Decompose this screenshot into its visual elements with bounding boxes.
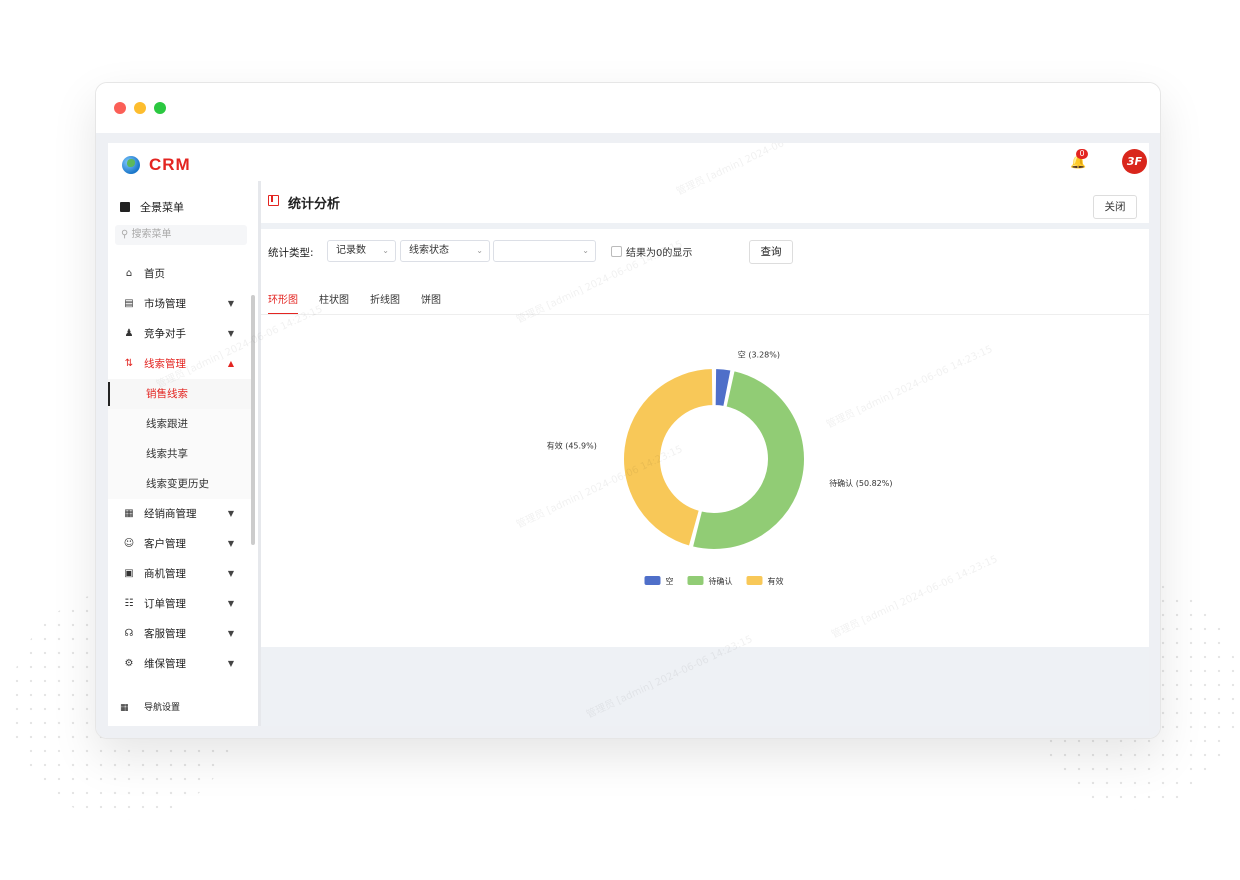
sidebar-item-opportunity[interactable]: ▣ 商机管理 ▼	[108, 559, 254, 589]
close-window-dot[interactable]	[114, 102, 126, 114]
sidebar-menu: ⌂ 首页 ▤ 市场管理 ▼ ♟ 竞争对手 ▼ ⇅ 线索管理 ▲	[108, 259, 254, 679]
sidebar-item-customer[interactable]: ☺ 客户管理 ▼	[108, 529, 254, 559]
order-icon: ☷	[124, 598, 134, 609]
sidebar-item-maintenance[interactable]: ⚙ 维保管理 ▼	[108, 649, 254, 679]
panel-icon	[268, 195, 279, 206]
sidebar-item-competitor[interactable]: ♟ 竞争对手 ▼	[108, 319, 254, 349]
sidebar-subitem-lead-followup[interactable]: 线索跟进	[108, 409, 254, 439]
user-compare-icon: ♟	[124, 328, 134, 339]
chevron-down-icon: ▼	[227, 659, 234, 668]
donut-slice[interactable]	[713, 367, 733, 408]
tab-bar[interactable]: 柱状图	[319, 295, 349, 306]
chevron-down-icon: ▼	[227, 329, 234, 338]
globe-logo-icon	[122, 156, 140, 174]
home-icon: ⌂	[125, 268, 133, 279]
sidebar-item-home[interactable]: ⌂ 首页	[108, 259, 254, 289]
page-title: 统计分析	[288, 197, 341, 212]
sidebar-item-market[interactable]: ▤ 市场管理 ▼	[108, 289, 254, 319]
metric-select[interactable]: 记录数 ⌄	[327, 240, 396, 262]
briefcase-icon: ▣	[124, 568, 134, 579]
tab-pie[interactable]: 饼图	[421, 295, 441, 306]
sidebar-item-leads[interactable]: ⇅ 线索管理 ▲	[108, 349, 254, 379]
chevron-down-icon: ⌄	[476, 246, 483, 255]
maximize-window-dot[interactable]	[154, 102, 166, 114]
sidebar-scrollbar[interactable]	[251, 295, 255, 545]
app-header: CRM 🔔 0 3F	[108, 143, 1149, 185]
sidebar-item-order[interactable]: ☷ 订单管理 ▼	[108, 589, 254, 619]
chevron-down-icon: ▼	[227, 539, 234, 548]
sidebar-subitem-sales-leads[interactable]: 销售线索	[108, 379, 254, 409]
close-button[interactable]: 关闭	[1093, 195, 1137, 219]
show-zero-label: 结果为0的显示	[626, 248, 693, 259]
chevron-down-icon: ▼	[227, 509, 234, 518]
sidebar-item-dealer[interactable]: ▦ 经销商管理 ▼	[108, 499, 254, 529]
chevron-down-icon: ⌄	[382, 246, 389, 255]
all-menu-button[interactable]: 全景菜单	[120, 199, 184, 215]
brand-logo: CRM	[149, 155, 191, 174]
query-button[interactable]: 查询	[749, 240, 793, 264]
lead-icon: ⇅	[124, 358, 134, 369]
crm-app: CRM 🔔 0 3F 全景菜单 ⚲ 搜索菜单 ⌂ 首页 ▤ 市场管理	[108, 143, 1149, 726]
sidebar-subitem-lead-share[interactable]: 线索共享	[108, 439, 254, 469]
chevron-down-icon: ▼	[227, 569, 234, 578]
slice-label: 有效 (45.9%)	[547, 441, 597, 451]
tab-line[interactable]: 折线图	[370, 295, 400, 306]
chevron-down-icon: ▼	[227, 629, 234, 638]
notification-badge: 0	[1076, 149, 1088, 159]
stat-type-label: 统计类型:	[268, 247, 314, 259]
donut-chart: 空 (3.28%) 待确认 (50.82%) 有效 (45.9%) 空 待确认 有效	[547, 350, 893, 586]
avatar[interactable]: 3F	[1122, 149, 1147, 174]
wrench-icon: ⚙	[124, 658, 134, 669]
chevron-down-icon: ⌄	[582, 246, 589, 255]
sidebar: 全景菜单 ⚲ 搜索菜单 ⌂ 首页 ▤ 市场管理 ▼ ♟ 竞争对手	[108, 185, 258, 726]
menu-grid-icon	[120, 202, 130, 212]
content-area: 统计分析 关闭 统计类型: 记录数 ⌄ 线索状态 ⌄ ⌄ 结果为0的显示	[258, 181, 1149, 726]
show-zero-checkbox[interactable]	[611, 246, 622, 257]
chevron-down-icon: ▼	[227, 299, 234, 308]
donut-slice[interactable]	[622, 367, 715, 548]
window-titlebar	[96, 83, 1160, 133]
legend-swatch[interactable]	[687, 576, 704, 585]
store-icon: ▤	[124, 298, 134, 309]
minimize-window-dot[interactable]	[134, 102, 146, 114]
sidebar-subitem-lead-history[interactable]: 线索变更历史	[108, 469, 254, 499]
nav-settings-button[interactable]: ▦ 导航设置	[120, 703, 181, 713]
sidebar-item-service[interactable]: ☊ 客服管理 ▼	[108, 619, 254, 649]
legend-label[interactable]: 空	[666, 576, 674, 586]
slice-label-line	[724, 355, 735, 367]
search-icon: ⚲	[121, 229, 129, 240]
panel-header: 统计分析 关闭	[261, 181, 1149, 223]
map-icon: ▦	[124, 508, 134, 519]
menu-search-input[interactable]: ⚲ 搜索菜单	[115, 225, 247, 245]
chevron-up-icon: ▲	[227, 359, 234, 368]
legend-label[interactable]: 待确认	[709, 576, 733, 586]
value-select[interactable]: ⌄	[493, 240, 596, 262]
browser-window: CRM 🔔 0 3F 全景菜单 ⚲ 搜索菜单 ⌂ 首页 ▤ 市场管理	[95, 82, 1161, 739]
slice-label-line	[805, 480, 827, 483]
donut-slice[interactable]	[690, 369, 806, 551]
grid-settings-icon: ▦	[120, 703, 129, 713]
tabs-divider	[261, 314, 1149, 315]
customer-icon: ☺	[123, 538, 135, 549]
legend-label[interactable]: 有效	[768, 576, 784, 586]
panel-body: 统计类型: 记录数 ⌄ 线索状态 ⌄ ⌄ 结果为0的显示 查询 环形图	[261, 229, 1149, 647]
legend-swatch[interactable]	[746, 576, 763, 585]
chevron-down-icon: ▼	[227, 599, 234, 608]
slice-label: 待确认 (50.82%)	[829, 478, 892, 488]
field-select[interactable]: 线索状态 ⌄	[400, 240, 490, 262]
slice-label: 空 (3.28%)	[738, 350, 780, 360]
legend-swatch[interactable]	[644, 576, 661, 585]
headset-icon: ☊	[124, 628, 134, 639]
slice-label-line	[600, 446, 622, 448]
tab-donut[interactable]: 环形图	[268, 291, 298, 315]
